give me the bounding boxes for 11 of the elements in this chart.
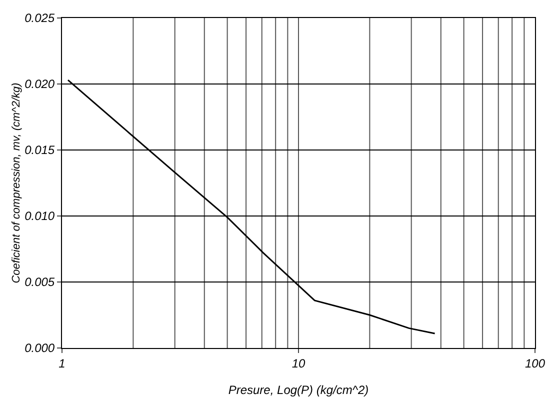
y-tick-label: 0.005 bbox=[24, 275, 55, 290]
y-tick-label: 0.000 bbox=[24, 341, 55, 356]
x-axis-title: Presure, Log(P) (kg/cm^2) bbox=[228, 383, 369, 397]
x-tick-label: 100 bbox=[524, 356, 546, 370]
y-tick-label: 0.015 bbox=[24, 143, 55, 158]
y-tick-label: 0.020 bbox=[24, 77, 55, 92]
x-tick-label: 1 bbox=[58, 356, 66, 370]
x-tick-label: 10 bbox=[292, 356, 306, 370]
y-axis-title: Coeficient of compression, mv, (cm^2/kg) bbox=[10, 82, 23, 284]
y-tick-label: 0.025 bbox=[24, 11, 55, 26]
y-tick-label: 0.010 bbox=[24, 209, 55, 224]
